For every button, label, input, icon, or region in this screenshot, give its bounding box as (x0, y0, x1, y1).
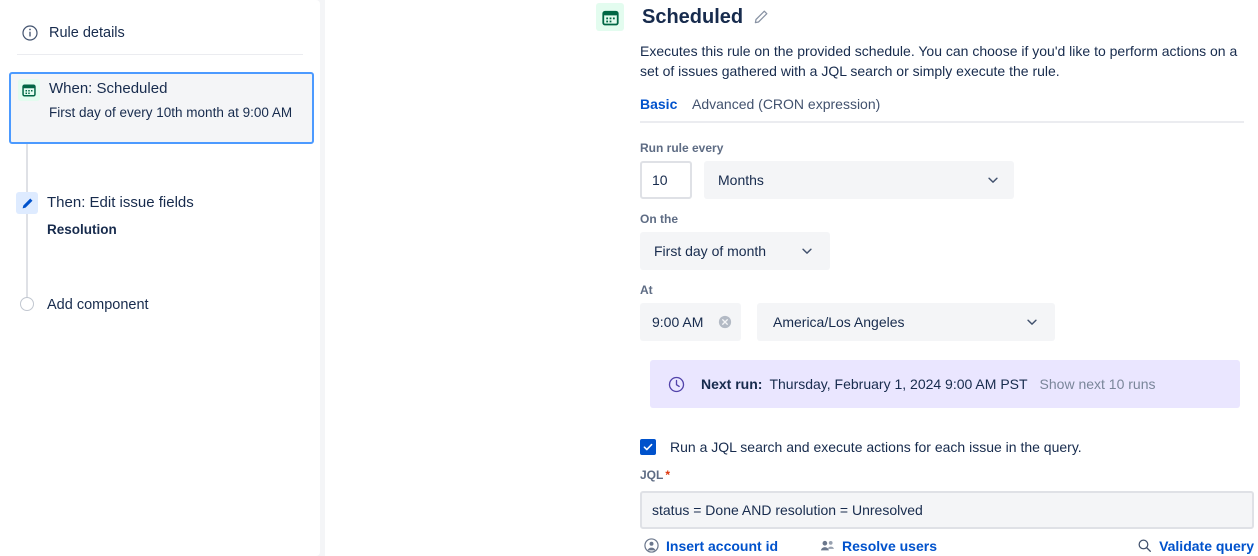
required-marker: * (665, 468, 671, 482)
jql-label-text: JQL (640, 468, 664, 482)
run-interval-input[interactable] (640, 161, 692, 199)
on-the-value: First day of month (654, 243, 767, 259)
tab-strip: Basic Advanced (CRON expression) (640, 94, 1244, 123)
chevron-down-icon (986, 173, 1000, 187)
validate-query-button[interactable]: Validate query (1137, 536, 1254, 556)
panel-header: Scheduled (596, 3, 769, 31)
sidebar-then-summary: Resolution (47, 222, 117, 237)
tab-underline (640, 121, 1244, 123)
info-icon (17, 20, 43, 46)
on-the-select[interactable]: First day of month (640, 232, 830, 270)
tab-advanced-cron[interactable]: Advanced (CRON expression) (692, 96, 881, 112)
jql-search-checkbox-row[interactable]: Run a JQL search and execute actions for… (640, 437, 1082, 457)
timezone-select[interactable]: America/Los Angeles (757, 303, 1055, 341)
people-icon (820, 538, 835, 553)
page-title: Scheduled (642, 6, 744, 28)
run-interval-unit-value: Months (718, 172, 764, 188)
pencil-edit-icon[interactable] (753, 9, 769, 25)
add-component-button[interactable]: Add component (47, 297, 149, 313)
clear-icon[interactable] (718, 315, 732, 329)
next-run-label: Next run: (701, 376, 763, 392)
rule-chain-card: Rule details When: Scheduled First day o… (0, 0, 320, 556)
insert-account-id-label: Insert account id (666, 537, 779, 554)
timezone-value: America/Los Angeles (773, 314, 905, 330)
calendar-icon (596, 3, 624, 31)
next-run-value: Thursday, February 1, 2024 9:00 AM PST (769, 376, 1028, 392)
chevron-down-icon (1025, 315, 1039, 329)
panel-description: Executes this rule on the provided sched… (640, 43, 1238, 79)
sidebar-item-label: Rule details (49, 25, 125, 41)
jql-search-checkbox[interactable] (640, 439, 656, 455)
sidebar-item-when-scheduled[interactable]: When: Scheduled First day of every 10th … (9, 72, 314, 144)
at-time-value: 9:00 AM (652, 314, 704, 330)
sidebar-when-title: When: Scheduled (49, 80, 168, 97)
at-label: At (640, 283, 653, 297)
sidebar-item-rule-details[interactable]: Rule details (0, 12, 320, 54)
jql-field-label: JQL * (640, 467, 670, 483)
show-next-runs-link[interactable]: Show next 10 runs (1039, 376, 1156, 392)
jql-action-bar: Insert account id Resolve users Vali (640, 535, 1254, 556)
next-run-banner: Next run: Thursday, February 1, 2024 9:0… (650, 360, 1240, 408)
resolve-users-label: Resolve users (842, 537, 937, 554)
run-interval-unit-select[interactable]: Months (704, 161, 1014, 199)
rule-chain-rail: Rule details When: Scheduled First day o… (0, 0, 325, 556)
at-time-input[interactable]: 9:00 AM (640, 303, 741, 341)
resolve-users-button[interactable]: Resolve users (820, 536, 937, 556)
run-rule-every-label: Run rule every (640, 141, 724, 155)
tab-basic[interactable]: Basic (640, 94, 678, 123)
sidebar-item-then-edit-issue-fields[interactable]: Then: Edit issue fields (47, 194, 194, 211)
insert-account-id-button[interactable]: Insert account id (644, 536, 778, 556)
circle-icon (20, 297, 34, 311)
clock-icon (668, 376, 685, 393)
jql-input[interactable] (640, 491, 1254, 529)
validate-query-label: Validate query (1159, 537, 1254, 554)
sidebar-when-summary: First day of every 10th month at 9:00 AM (49, 105, 293, 120)
search-icon (1137, 538, 1152, 553)
component-detail-panel: Scheduled Executes this rule on the prov… (596, 0, 1258, 556)
divider (17, 54, 303, 55)
chevron-down-icon (800, 244, 814, 258)
on-the-label: On the (640, 212, 678, 226)
calendar-icon (18, 79, 40, 101)
pencil-icon (16, 192, 38, 214)
jql-search-checkbox-label: Run a JQL search and execute actions for… (670, 439, 1082, 455)
person-icon (644, 538, 659, 553)
